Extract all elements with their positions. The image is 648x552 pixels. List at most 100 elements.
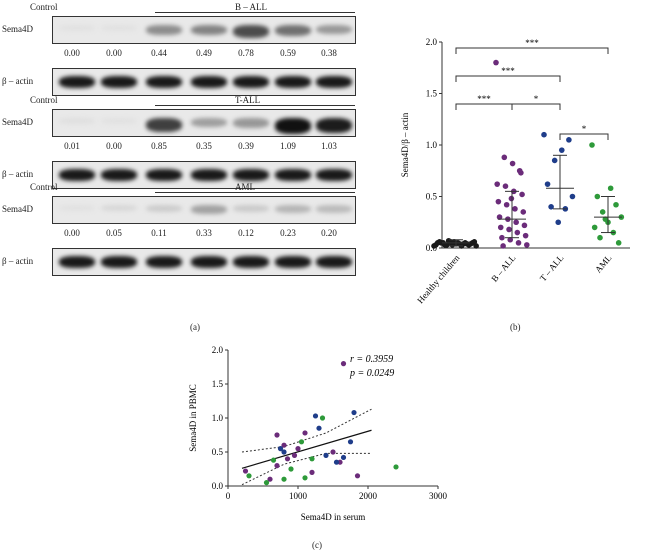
data-point	[506, 226, 512, 233]
density-value: 1.09	[280, 141, 296, 151]
regression-line	[241, 429, 372, 469]
significance-mark: *	[582, 124, 587, 134]
ci-lower	[241, 452, 372, 486]
band	[101, 25, 137, 31]
x-axis-label: Sema4D in serum	[301, 512, 366, 522]
significance-bracket	[455, 75, 561, 82]
x-tick-label: 3000	[429, 491, 448, 501]
actin-band	[191, 169, 227, 181]
band	[101, 205, 137, 212]
data-point	[509, 160, 516, 167]
data-point	[607, 185, 614, 192]
band	[59, 25, 95, 31]
data-point	[599, 209, 606, 215]
actin-band	[191, 256, 227, 268]
x-tick-label: 0	[226, 491, 231, 501]
band	[275, 118, 311, 134]
y-axis-label: Sema4D/β – actin	[400, 112, 410, 177]
band	[101, 118, 137, 124]
data-point	[351, 409, 357, 416]
loading-label: β – actin	[2, 76, 34, 86]
data-point	[473, 243, 479, 249]
data-point	[496, 214, 503, 220]
target-label: Sema4D	[2, 204, 33, 214]
data-point	[246, 473, 252, 479]
data-point	[558, 147, 565, 153]
actin-band	[146, 76, 182, 88]
y-axis-label: Sema4D in PBMC	[188, 384, 198, 452]
panel-c-chart: 0.0 0.5 1.0 1.5 2.0 0 1000 2000 3000 Sema4D in se…	[188, 345, 448, 522]
actin-band	[59, 256, 95, 268]
data-point	[277, 446, 284, 452]
data-point	[541, 131, 547, 138]
density-value: 0.49	[196, 48, 212, 58]
target-blot	[52, 196, 356, 224]
actin-band	[191, 76, 227, 88]
data-point	[284, 456, 291, 462]
density-value: 0.38	[321, 48, 337, 58]
density-value: 0.59	[280, 48, 296, 58]
actin-band	[316, 76, 352, 88]
actin-band	[275, 76, 311, 88]
group-label: AML	[235, 182, 255, 192]
density-value: 0.78	[238, 48, 254, 58]
panel-b-label: (b)	[510, 322, 521, 332]
data-point	[555, 219, 562, 226]
data-point	[302, 430, 308, 436]
density-value: 0.44	[151, 48, 167, 58]
band	[275, 25, 311, 37]
control-label: Control	[30, 95, 58, 105]
y-tick-label: 1.5	[426, 89, 438, 99]
band	[233, 25, 269, 39]
data-point	[516, 167, 523, 174]
data-point	[512, 206, 518, 212]
significance-mark: ***	[525, 38, 539, 48]
band	[316, 205, 352, 213]
group-label: T-ALL	[235, 95, 261, 105]
panel-b-chart: 0.0 0.5 1.0 1.5 2.0 Sema4D/β – actin Healthy c…	[400, 37, 630, 305]
panel-a-label: (a)	[190, 322, 200, 332]
data-point	[502, 183, 509, 189]
band	[316, 118, 352, 134]
actin-band	[275, 256, 311, 268]
data-point	[501, 154, 508, 161]
band	[233, 205, 269, 213]
y-tick-label: 0.5	[212, 447, 224, 457]
x-category-label: T – ALL	[538, 253, 566, 283]
data-point	[520, 209, 527, 215]
data-point	[442, 242, 448, 248]
data-point	[597, 234, 603, 241]
data-point	[522, 232, 529, 239]
band	[191, 205, 227, 214]
density-value: 0.00	[106, 141, 122, 151]
data-point	[347, 439, 354, 445]
band	[233, 118, 269, 128]
significance-bracket	[455, 47, 609, 54]
data-point	[291, 452, 298, 458]
data-point	[295, 446, 301, 452]
r-value: r = 0.3959	[350, 354, 393, 365]
density-value: 0.12	[238, 228, 254, 238]
band	[146, 205, 182, 212]
data-point	[508, 195, 515, 202]
data-point	[519, 191, 525, 198]
target-label: Sema4D	[2, 117, 33, 127]
density-value: 1.03	[321, 141, 337, 151]
actin-band	[146, 256, 182, 268]
group-line	[155, 12, 355, 13]
data-point	[602, 216, 609, 222]
data-point	[270, 457, 277, 463]
data-point	[263, 480, 270, 486]
data-point	[281, 442, 287, 448]
data-point	[497, 224, 504, 231]
x-category-label: Healthy children	[415, 252, 462, 305]
data-point	[393, 464, 399, 470]
data-point	[267, 476, 273, 482]
control-label: Control	[30, 182, 58, 192]
x-category-label: AML	[593, 253, 614, 275]
target-blot	[52, 16, 356, 44]
data-point	[544, 181, 551, 187]
data-point	[333, 459, 340, 465]
actin-blot	[52, 68, 356, 96]
data-point	[288, 466, 294, 472]
